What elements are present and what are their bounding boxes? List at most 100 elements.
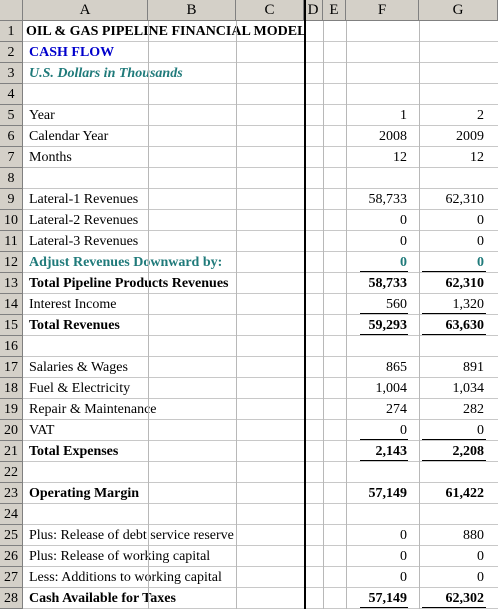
column-header-e[interactable]: E — [323, 0, 346, 21]
row-header[interactable]: 16 — [0, 336, 23, 357]
row-label-cell[interactable]: Months — [29, 150, 72, 165]
cell-g[interactable]: 61,422 — [445, 486, 485, 501]
cell-f[interactable]: 0 — [400, 255, 407, 270]
row-label-cell[interactable]: Lateral-3 Revenues — [29, 234, 139, 249]
row-header[interactable]: 3 — [0, 63, 23, 84]
cell-g[interactable] — [416, 336, 484, 357]
row-label-cell[interactable]: Plus: Release of working capital — [29, 549, 211, 564]
row-label-cell[interactable]: Total Revenues — [29, 318, 120, 333]
cell-f[interactable]: 274 — [386, 402, 407, 417]
cell-f[interactable]: 1 — [400, 108, 407, 123]
cell-g[interactable]: 2009 — [456, 129, 484, 144]
cell-g[interactable]: 2,208 — [452, 444, 485, 459]
cell-f[interactable] — [304, 84, 407, 105]
row-header[interactable]: 19 — [0, 399, 23, 420]
cell-f[interactable]: 0 — [400, 423, 407, 438]
row-header[interactable]: 13 — [0, 273, 23, 294]
row-header[interactable]: 17 — [0, 357, 23, 378]
column-header-a[interactable]: A — [23, 0, 148, 21]
cell-g[interactable]: 0 — [477, 234, 484, 249]
row-label-cell[interactable]: U.S. Dollars in Thousands — [29, 66, 183, 81]
row-header[interactable]: 20 — [0, 420, 23, 441]
cell-f[interactable]: 57,149 — [368, 486, 408, 501]
cell-g[interactable]: 63,630 — [445, 318, 485, 333]
cell-g[interactable] — [416, 504, 484, 525]
row-header[interactable]: 21 — [0, 441, 23, 462]
row-header[interactable]: 26 — [0, 546, 23, 567]
row-header[interactable]: 27 — [0, 567, 23, 588]
cell-f[interactable]: 0 — [400, 528, 407, 543]
cell-g[interactable] — [416, 21, 484, 42]
cell-f[interactable]: 59,293 — [368, 318, 408, 333]
row-label-cell[interactable]: Plus: Release of debt service reserve — [29, 528, 234, 543]
cell-f[interactable]: 2,143 — [375, 444, 408, 459]
column-header-f[interactable]: F — [346, 0, 419, 21]
cell-g[interactable]: 0 — [477, 255, 484, 270]
row-label-cell[interactable]: VAT — [29, 423, 55, 438]
row-header[interactable]: 2 — [0, 42, 23, 63]
cell-g[interactable]: 1,320 — [452, 297, 485, 312]
cell-f[interactable] — [304, 168, 407, 189]
cell-f[interactable]: 58,733 — [368, 276, 408, 291]
cell-f[interactable]: 0 — [400, 549, 407, 564]
cell-f[interactable] — [304, 336, 407, 357]
row-label-cell[interactable]: Total Expenses — [29, 444, 119, 459]
cell-g[interactable]: 0 — [477, 570, 484, 585]
row-header[interactable]: 6 — [0, 126, 23, 147]
row-label-cell[interactable]: Calendar Year — [29, 129, 109, 144]
cell-g[interactable] — [416, 63, 484, 84]
cell-f[interactable] — [304, 462, 407, 483]
row-label-cell[interactable]: Repair & Maintenance — [29, 402, 157, 417]
row-header[interactable]: 24 — [0, 504, 23, 525]
row-label-cell[interactable]: Operating Margin — [29, 486, 140, 501]
row-header[interactable]: 18 — [0, 378, 23, 399]
cell-g[interactable]: 0 — [477, 549, 484, 564]
cell-g[interactable]: 62,302 — [445, 591, 485, 606]
row-header[interactable]: 23 — [0, 483, 23, 504]
cell-f[interactable] — [304, 63, 407, 84]
row-label-cell[interactable]: OIL & GAS PIPELINE FINANCIAL MODEL — [26, 24, 307, 39]
cell-f[interactable]: 57,149 — [368, 591, 408, 606]
column-header-g[interactable]: G — [419, 0, 498, 21]
row-header[interactable]: 12 — [0, 252, 23, 273]
cell-g[interactable] — [416, 168, 484, 189]
cell-g[interactable]: 282 — [463, 402, 484, 417]
cell-f[interactable]: 1,004 — [375, 381, 408, 396]
cell-f[interactable]: 0 — [400, 213, 407, 228]
row-header[interactable]: 10 — [0, 210, 23, 231]
row-label-cell[interactable]: Fuel & Electricity — [29, 381, 131, 396]
cell-g[interactable]: 2 — [477, 108, 484, 123]
row-header[interactable]: 1 — [0, 21, 23, 42]
cell-g[interactable]: 880 — [463, 528, 484, 543]
row-label-cell[interactable]: Cash Available for Taxes — [29, 591, 176, 606]
column-header-b[interactable]: B — [148, 0, 236, 21]
row-label-cell[interactable]: Less: Additions to working capital — [29, 570, 222, 585]
cell-f[interactable]: 560 — [386, 297, 407, 312]
cell-f[interactable] — [304, 504, 407, 525]
cell-g[interactable]: 12 — [470, 150, 484, 165]
row-header[interactable]: 28 — [0, 588, 23, 609]
row-header[interactable]: 14 — [0, 294, 23, 315]
row-label-cell[interactable]: CASH FLOW — [29, 45, 115, 60]
row-header[interactable]: 11 — [0, 231, 23, 252]
cell-f[interactable]: 2008 — [379, 129, 407, 144]
cell-g[interactable]: 891 — [463, 360, 484, 375]
row-header[interactable]: 15 — [0, 315, 23, 336]
cell-f[interactable] — [304, 21, 407, 42]
cell-g[interactable]: 62,310 — [445, 276, 485, 291]
row-label-cell[interactable]: Adjust Revenues Downward by: — [29, 255, 223, 270]
row-label-cell[interactable]: Interest Income — [29, 297, 117, 312]
row-header[interactable]: 7 — [0, 147, 23, 168]
column-header-d[interactable]: D — [304, 0, 323, 21]
cell-f[interactable]: 12 — [393, 150, 407, 165]
cell-f[interactable] — [304, 42, 407, 63]
cell-f[interactable]: 58,733 — [368, 192, 408, 207]
cell-g[interactable] — [416, 84, 484, 105]
row-header[interactable]: 5 — [0, 105, 23, 126]
row-label-cell[interactable]: Total Pipeline Products Revenues — [29, 276, 229, 291]
select-all-corner[interactable] — [0, 0, 23, 21]
row-label-cell[interactable]: Lateral-1 Revenues — [29, 192, 139, 207]
cell-f[interactable]: 865 — [386, 360, 407, 375]
cell-g[interactable]: 0 — [477, 423, 484, 438]
cell-g[interactable]: 0 — [477, 213, 484, 228]
